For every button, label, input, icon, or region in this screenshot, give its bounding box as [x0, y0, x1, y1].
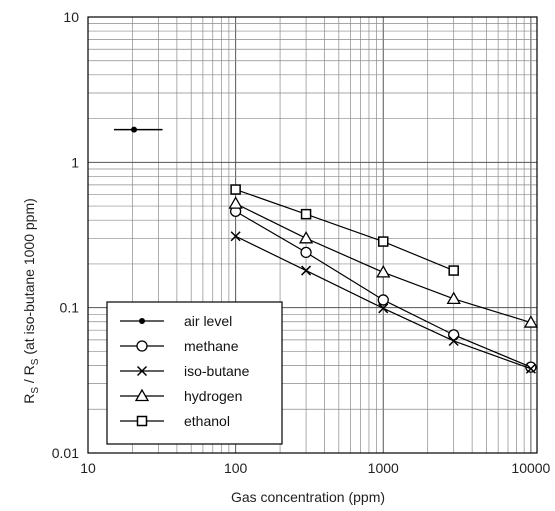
legend-box	[106, 301, 283, 445]
legend-item: hydrogen	[120, 388, 242, 404]
x-tick-label: 1000	[368, 460, 399, 476]
y-tick-label: 10	[63, 9, 79, 25]
legend-label: ethanol	[184, 413, 230, 429]
cross-stroke	[378, 303, 389, 314]
y-tick-label: 1	[71, 154, 79, 170]
cross-stroke	[448, 335, 459, 346]
x-axis-title: Gas concentration (ppm)	[231, 489, 385, 505]
circle-marker	[300, 246, 312, 259]
tick-labels: 10 100 1000 10000 10 1 0.1 0.01	[52, 9, 551, 476]
legend-label: iso-butane	[184, 363, 250, 379]
cross-stroke	[230, 231, 241, 242]
legend-item: ethanol	[120, 413, 230, 429]
series-ethanol	[230, 184, 459, 276]
legend: air level methane iso-butane hydrogen ethano…	[106, 301, 283, 445]
circle-marker	[377, 294, 389, 306]
circle-marker	[136, 340, 148, 352]
cross-stroke	[301, 265, 312, 276]
x-tick-label: 10000	[511, 460, 550, 476]
cross-stroke	[525, 363, 536, 374]
cross-stroke	[136, 365, 148, 377]
legend-item: air level	[120, 313, 232, 329]
cross-marker	[525, 363, 536, 374]
legend-label: methane	[184, 338, 239, 354]
triangle-marker	[376, 265, 391, 278]
series-hydrogen	[228, 196, 539, 328]
cross-marker	[230, 231, 241, 242]
cross-marker	[301, 265, 312, 276]
y-tick-label: 0.1	[60, 300, 80, 316]
x-tick-label: 10	[80, 460, 96, 476]
triangle-marker	[446, 291, 461, 304]
dot-marker	[139, 318, 145, 324]
circle-marker	[448, 329, 460, 341]
legend-item: iso-butane	[120, 363, 250, 379]
series-iso-butane	[230, 231, 536, 374]
series-methane	[229, 205, 537, 373]
triangle-marker	[523, 315, 539, 328]
square-marker	[300, 208, 312, 220]
x-tick-label: 100	[224, 460, 248, 476]
square-marker	[136, 415, 148, 427]
cross-marker	[448, 335, 459, 346]
legend-label: air level	[184, 313, 232, 329]
square-marker	[230, 184, 241, 195]
square-marker	[448, 265, 459, 276]
triangle-marker	[134, 388, 150, 402]
triangle-marker	[298, 231, 314, 244]
square-marker	[378, 236, 389, 247]
cross-marker	[136, 365, 148, 377]
grid	[87, 16, 537, 454]
y-axis-title: RS / RS (at iso-butane 1000 ppm)	[21, 198, 41, 404]
series-line	[235, 188, 454, 272]
triangle-marker	[228, 196, 243, 209]
series-layer	[113, 126, 539, 374]
plot-frame	[87, 16, 538, 454]
cross-marker	[378, 303, 389, 314]
dot-marker	[131, 126, 138, 133]
legend-item: methane	[120, 338, 239, 354]
series-air-level	[113, 126, 163, 133]
legend-label: hydrogen	[184, 388, 242, 404]
y-tick-label: 0.01	[52, 445, 79, 461]
